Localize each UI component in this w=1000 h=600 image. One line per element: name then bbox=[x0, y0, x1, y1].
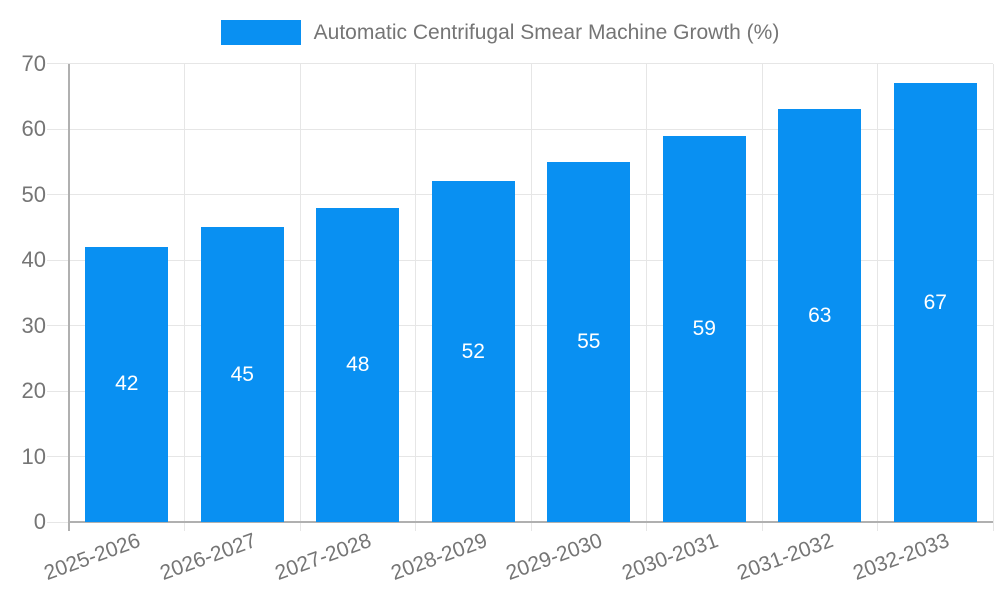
bar-value-label: 52 bbox=[461, 339, 485, 363]
x-axis-line bbox=[69, 521, 993, 523]
x-tick-label: 2029-2030 bbox=[503, 529, 606, 585]
x-tick-label: 2028-2029 bbox=[387, 529, 491, 585]
bar-value-label: 67 bbox=[923, 290, 947, 314]
x-tick-label: 2032-2033 bbox=[849, 529, 953, 585]
bar[interactable]: 45 bbox=[200, 227, 284, 522]
y-tick-label: 60 bbox=[21, 116, 46, 141]
gridline bbox=[47, 456, 993, 457]
gridline bbox=[299, 63, 301, 531]
gridline bbox=[184, 63, 185, 531]
x-tick-label: 2030-2031 bbox=[618, 529, 722, 585]
gridline bbox=[47, 325, 993, 326]
bar-value-label: 45 bbox=[230, 362, 254, 386]
gridline bbox=[47, 128, 993, 130]
gridline bbox=[761, 63, 763, 531]
bar-value-label: 55 bbox=[577, 329, 601, 353]
chart-legend: Automatic Centrifugal Smear Machine Grow… bbox=[0, 20, 1000, 45]
bar-value-label: 48 bbox=[346, 352, 370, 376]
gridline bbox=[992, 63, 994, 531]
bar[interactable]: 48 bbox=[316, 207, 400, 522]
y-tick-label: 50 bbox=[21, 181, 46, 207]
y-tick-label: 40 bbox=[21, 247, 46, 272]
y-axis-line bbox=[68, 63, 70, 531]
gridline bbox=[47, 259, 993, 261]
gridline bbox=[415, 63, 416, 531]
bar[interactable]: 59 bbox=[662, 135, 746, 522]
y-tick-label: 0 bbox=[33, 509, 46, 534]
bar[interactable]: 55 bbox=[547, 161, 631, 522]
gridline bbox=[47, 194, 993, 195]
x-tick-label: 2027-2028 bbox=[272, 529, 375, 585]
gridline bbox=[646, 63, 647, 531]
gridline bbox=[47, 390, 993, 392]
bar[interactable]: 63 bbox=[778, 109, 862, 522]
x-tick-label: 2026-2027 bbox=[156, 529, 260, 585]
bar[interactable]: 52 bbox=[431, 181, 515, 522]
gridline bbox=[530, 63, 532, 531]
y-tick-label: 10 bbox=[21, 443, 46, 469]
legend-label: Automatic Centrifugal Smear Machine Grow… bbox=[313, 20, 780, 44]
bar-value-label: 42 bbox=[115, 372, 139, 396]
bar[interactable]: 42 bbox=[85, 246, 169, 522]
bar-value-label: 63 bbox=[808, 303, 832, 327]
y-tick-label: 30 bbox=[21, 312, 46, 338]
y-tick-label: 70 bbox=[21, 50, 46, 76]
x-tick-label: 2025-2026 bbox=[41, 529, 144, 585]
bar[interactable]: 67 bbox=[893, 83, 977, 522]
gridline bbox=[47, 521, 69, 523]
bar-value-label: 59 bbox=[692, 316, 716, 340]
gridline bbox=[47, 63, 993, 64]
gridline bbox=[877, 63, 878, 531]
y-tick-label: 20 bbox=[21, 378, 46, 403]
x-tick-label: 2031-2032 bbox=[734, 529, 837, 585]
legend-color-swatch bbox=[220, 20, 301, 45]
